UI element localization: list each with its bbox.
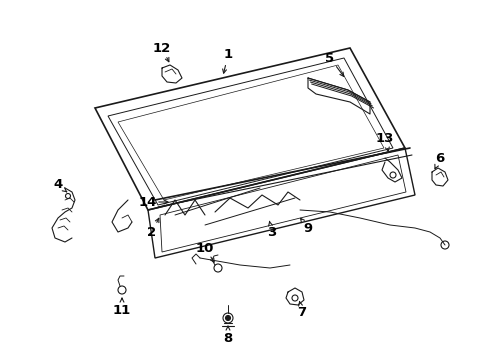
- Text: 2: 2: [147, 225, 157, 238]
- Text: 7: 7: [297, 306, 307, 319]
- Text: 9: 9: [303, 221, 313, 234]
- Text: 4: 4: [53, 179, 63, 192]
- Text: 12: 12: [153, 41, 171, 54]
- Text: 1: 1: [223, 49, 233, 62]
- Text: 13: 13: [376, 131, 394, 144]
- Text: 8: 8: [223, 332, 233, 345]
- Text: 10: 10: [196, 242, 214, 255]
- Text: 6: 6: [436, 152, 444, 165]
- Circle shape: [225, 315, 230, 320]
- Text: 3: 3: [268, 225, 277, 238]
- Text: 11: 11: [113, 303, 131, 316]
- Text: 14: 14: [139, 195, 157, 208]
- Text: 5: 5: [325, 51, 335, 64]
